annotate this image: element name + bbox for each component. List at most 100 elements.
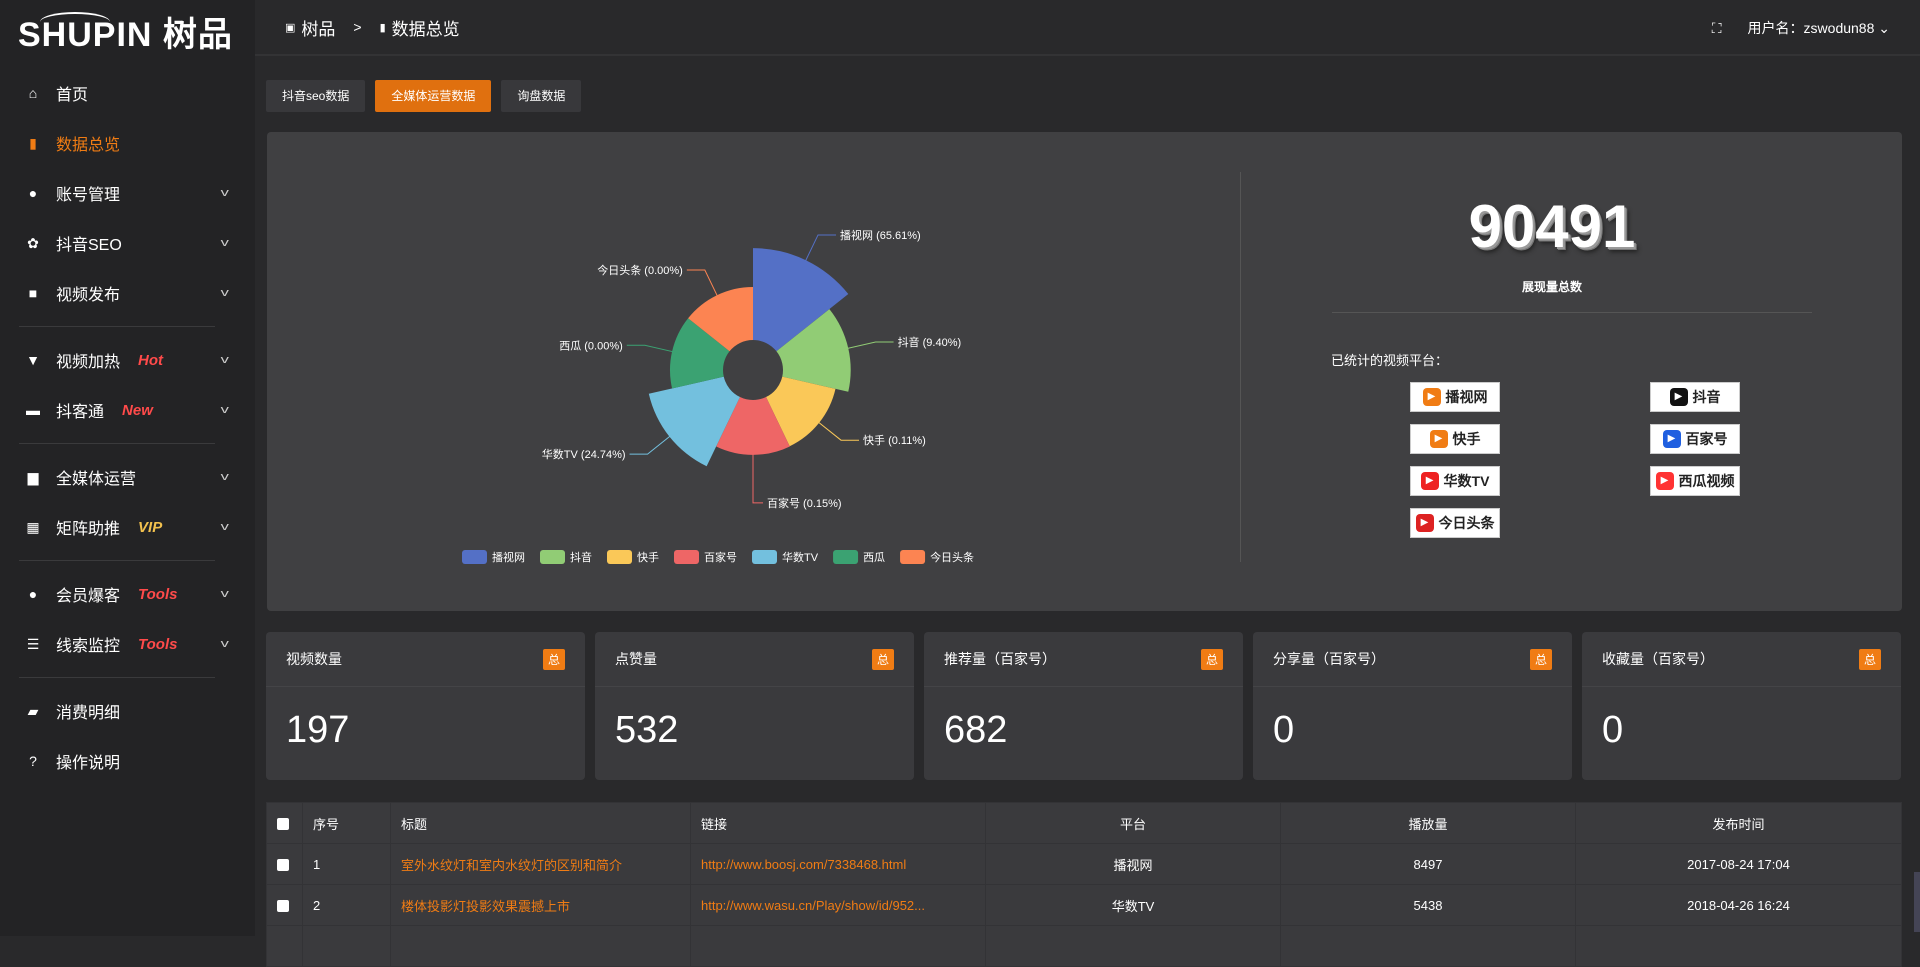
sidebar-divider (0, 435, 255, 452)
cell-plays: 8497 (1280, 843, 1576, 885)
total-badge: 总 (871, 648, 894, 670)
legend-swatch[interactable] (462, 550, 487, 564)
stat-card: 视频数量 总 197 (266, 632, 585, 780)
sidebar-item-3[interactable]: ✿ 抖音SEO v (0, 218, 255, 268)
stat-card: 分享量（百家号） 总 0 (1253, 632, 1572, 780)
legend-swatch[interactable] (900, 550, 926, 564)
legend-label[interactable]: 今日头条 (930, 550, 974, 564)
total-impressions-label: 展现量总数 (1521, 280, 1582, 294)
select-all-checkbox[interactable] (277, 818, 289, 831)
label-line (686, 269, 721, 303)
cell-title[interactable]: 楼体投影灯投影效果震撼上市 (390, 884, 691, 926)
chevron-down-icon: v (220, 287, 229, 299)
cell-platform: 播视网 (985, 843, 1281, 885)
legend-label[interactable]: 播视网 (492, 550, 525, 564)
stat-card: 点赞量 总 532 (595, 632, 914, 780)
legend-label[interactable]: 百家号 (704, 550, 737, 564)
platform-logo: ▶ 快手 (1410, 424, 1500, 454)
slice-label: 百家号 (0.15%) (767, 496, 842, 510)
tab-douyin-seo[interactable]: 抖音seo数据 (266, 80, 366, 112)
legend-label[interactable]: 快手 (637, 550, 659, 564)
row-checkbox[interactable] (277, 859, 289, 872)
platform-icon: ▶ (1655, 472, 1674, 490)
sidebar-item-9[interactable]: ● 会员爆客 Tools v (0, 569, 255, 619)
col-title: 标题 (390, 802, 691, 844)
legend-swatch[interactable] (607, 550, 632, 564)
sidebar-item-8[interactable]: ▦ 矩阵助推 VIP v (0, 502, 255, 552)
camera-icon: ■ (28, 285, 38, 301)
legend-swatch[interactable] (752, 550, 777, 564)
legend-swatch[interactable] (540, 550, 565, 564)
legend-label[interactable]: 抖音 (570, 550, 592, 564)
col-published: 发布时间 (1575, 802, 1902, 844)
total-impressions: 90491 (1468, 193, 1636, 260)
sidebar-item-1[interactable]: ▮ 数据总览 (0, 118, 255, 168)
label-line (812, 417, 860, 441)
legend-swatch[interactable] (833, 550, 859, 564)
bar-chart-icon: ▮ (379, 21, 386, 34)
rose-slice-5[interactable] (670, 318, 730, 389)
rose-slice-1[interactable] (776, 309, 851, 392)
sidebar-item-label: 视频加热 (56, 354, 121, 371)
bar-chart-icon: ▮ (29, 134, 37, 151)
logo[interactable]: SHUPIN 树品 (0, 0, 255, 62)
cell-link[interactable]: http://www.wasu.cn/Play/show/id/952... (690, 884, 986, 926)
sidebar-tag: Tools (138, 635, 178, 653)
sidebar-item-0[interactable]: ⌂ 首页 (0, 68, 255, 118)
sidebar-item-6[interactable]: ▬ 抖客通 New v (0, 385, 255, 435)
platform-logo: ▶ 西瓜视频 (1650, 466, 1740, 496)
rose-slice-2[interactable] (766, 376, 836, 447)
row-checkbox[interactable] (277, 900, 289, 913)
scrollbar[interactable] (1914, 872, 1920, 932)
slice-label: 今日头条 (0.00%) (597, 263, 683, 277)
chevron-down-icon: v (220, 588, 229, 600)
total-badge: 总 (1858, 648, 1881, 670)
sidebar-item-7[interactable]: ▆ 全媒体运营 v (0, 452, 255, 502)
legend-label[interactable]: 华数TV (782, 550, 819, 564)
legend-swatch[interactable] (674, 550, 699, 564)
divider (1332, 312, 1812, 313)
cell-link[interactable]: http://www.boosj.com/7338468.html (690, 843, 986, 885)
tab-all-media[interactable]: 全媒体运营数据 (375, 80, 492, 112)
sidebar-item-11[interactable]: ▰ 消费明细 (0, 686, 255, 736)
stat-value: 197 (286, 709, 350, 751)
sidebar-item-12[interactable]: ? 操作说明 (0, 736, 255, 786)
rose-slice-3[interactable] (716, 397, 790, 455)
rose-slice-4[interactable] (648, 376, 740, 467)
chart-icon: ▣ (285, 21, 296, 34)
breadcrumb-current: ▮ 数据总览 (379, 19, 460, 39)
table-row: 2 楼体投影灯投影效果震撼上市 http://www.wasu.cn/Play/sh… (266, 884, 1902, 926)
fullscreen-icon[interactable]: ⛶ (1711, 19, 1722, 36)
monitor-icon: ▼ (26, 352, 40, 368)
help-icon: ? (29, 753, 37, 769)
cell-title[interactable]: 室外水纹灯和室内水纹灯的区别和简介 (390, 843, 691, 885)
chevron-down-icon: v (220, 471, 229, 483)
sidebar-item-label: 操作说明 (56, 755, 121, 772)
col-link: 链接 (690, 802, 986, 844)
platform-icon: ▶ (1420, 472, 1439, 490)
legend-label[interactable]: 西瓜 (863, 552, 885, 564)
label-line (626, 344, 680, 354)
breadcrumb-home[interactable]: ▣ 树品 (285, 19, 336, 39)
rose-slice-6[interactable] (688, 287, 753, 352)
tab-inquiry[interactable]: 询盘数据 (501, 80, 582, 112)
sidebar-item-2[interactable]: ● 账号管理 v (0, 168, 255, 218)
sidebar-item-4[interactable]: ■ 视频发布 v (0, 268, 255, 318)
sidebar-tag: VIP (138, 518, 163, 536)
user-menu[interactable]: 用户名：zswodun88 ⌄ (1747, 20, 1890, 36)
stat-cards: 视频数量总 197 点赞量总 532 推荐量（百家号）总 682 分享量（百家号）总 0 收藏量… (266, 632, 1901, 780)
platform-icon: ▶ (1415, 514, 1434, 532)
stat-title: 视频数量 (286, 651, 342, 667)
label-line (629, 431, 677, 455)
col-platform: 平台 (985, 802, 1281, 844)
sidebar-item-10[interactable]: ☰ 线索监控 Tools v (0, 619, 255, 669)
sidebar-item-label: 全媒体运营 (56, 471, 137, 488)
cell-plays: 5438 (1280, 884, 1576, 926)
cell-index: 1 (302, 843, 391, 885)
stat-card: 推荐量（百家号） 总 682 (924, 632, 1243, 780)
wallet-icon: ▰ (27, 702, 39, 719)
total-badge: 总 (1529, 648, 1552, 670)
stat-title: 分享量（百家号） (1273, 651, 1385, 667)
rose-slice-0[interactable] (753, 248, 849, 352)
sidebar-item-5[interactable]: ▼ 视频加热 Hot v (0, 335, 255, 385)
